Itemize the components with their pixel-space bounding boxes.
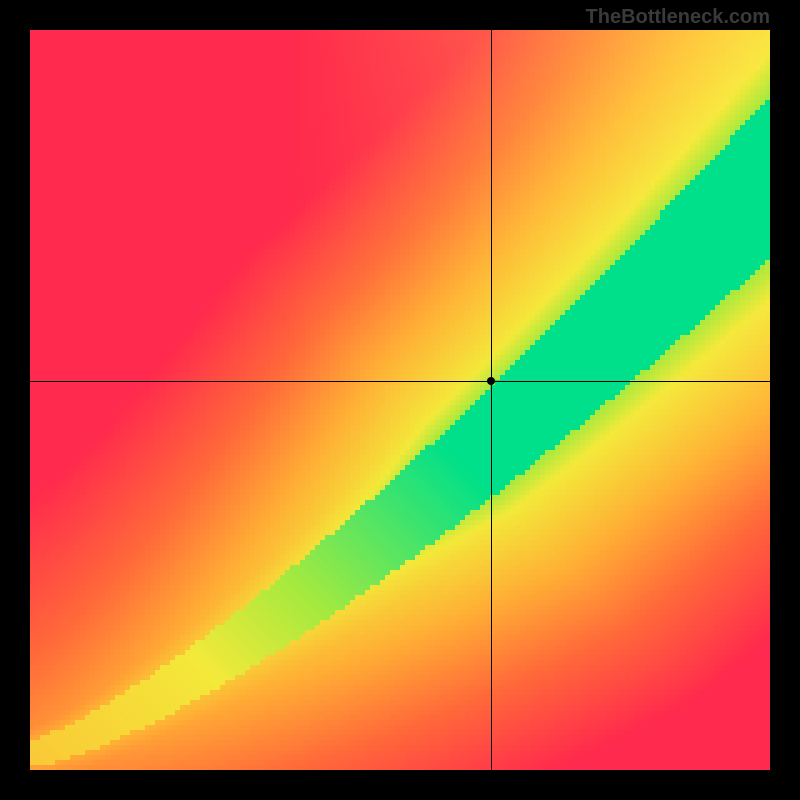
crosshair-vertical	[491, 30, 492, 770]
heatmap-canvas	[30, 30, 770, 770]
heatmap-plot	[30, 30, 770, 770]
crosshair-horizontal	[30, 381, 770, 382]
crosshair-marker-dot	[487, 377, 495, 385]
watermark-text: TheBottleneck.com	[586, 6, 770, 29]
